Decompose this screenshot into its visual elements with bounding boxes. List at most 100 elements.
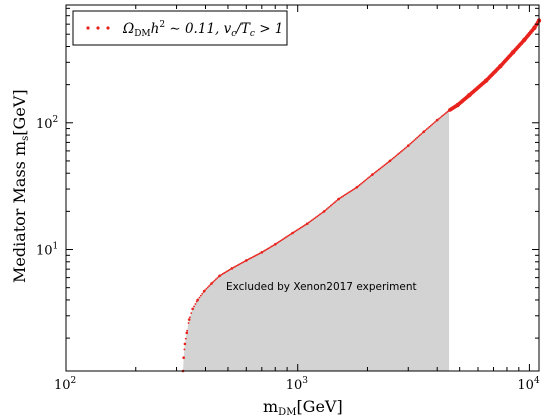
curve-dot	[417, 135, 420, 138]
curve-dot	[438, 117, 440, 120]
curve-dot	[343, 194, 346, 197]
curve-dot	[425, 128, 428, 131]
curve-dot	[279, 240, 282, 242]
curve-dot	[414, 138, 417, 140]
curve-dot	[206, 286, 209, 289]
curve-dot	[261, 251, 264, 253]
curve-dot	[347, 191, 350, 194]
curve-dot	[276, 241, 279, 244]
curve-dot	[398, 152, 401, 154]
curve-dot	[442, 114, 445, 117]
curve-dot	[262, 250, 265, 253]
curve-dot	[405, 146, 408, 149]
curve-dot	[227, 269, 230, 272]
curve-dot	[219, 274, 221, 277]
curve-dot	[183, 348, 186, 351]
curve-dot	[420, 133, 423, 135]
curve-dot	[375, 170, 377, 173]
legend-marker-dot	[96, 26, 100, 30]
curve-dot	[431, 123, 434, 126]
curve-dot	[215, 278, 217, 281]
curve-dot	[338, 197, 341, 200]
curve-dot	[416, 136, 419, 139]
curve-dot	[204, 289, 206, 292]
excluded-region	[183, 110, 450, 371]
curve-dot	[242, 261, 245, 263]
curve-dot	[379, 167, 382, 170]
data-points	[181, 18, 542, 373]
curve-dot	[440, 115, 443, 118]
curve-dot	[198, 296, 201, 299]
y-tick-label: 102	[36, 115, 58, 132]
curve-dot	[368, 176, 371, 179]
curve-dot	[186, 329, 189, 332]
legend-marker-dot	[86, 26, 90, 30]
curve-dot	[386, 162, 388, 165]
curve-dot	[388, 160, 391, 162]
curve-dot	[350, 189, 353, 192]
curve-dot	[294, 230, 297, 233]
curve-dot	[384, 163, 387, 166]
curve-dot	[395, 154, 398, 157]
curve-dot	[423, 130, 425, 133]
curve-dot	[439, 116, 442, 119]
excluded-region-label: Excluded by Xenon2017 experiment	[226, 281, 417, 293]
curve-dot	[346, 192, 349, 195]
curve-dot	[397, 153, 399, 156]
curve-dot	[365, 178, 368, 181]
curve-dot	[429, 124, 432, 127]
curve-dot	[309, 220, 312, 223]
curve-dot	[336, 198, 339, 201]
curve-dot	[313, 217, 316, 220]
curve-dot	[409, 142, 412, 145]
curve-dot	[217, 275, 220, 278]
curve-dot	[275, 242, 278, 245]
curve-dot	[427, 127, 430, 129]
curve-dot	[360, 182, 362, 185]
curve-dot	[221, 273, 224, 275]
curve-dot	[269, 246, 272, 248]
curve-dot	[271, 245, 273, 248]
curve-dot	[391, 157, 394, 160]
curve-dot	[253, 255, 256, 258]
curve-dot	[199, 294, 202, 297]
curve-dot	[191, 308, 194, 310]
curve-dot	[231, 267, 234, 270]
curve-dot	[432, 122, 435, 125]
curve-dot	[208, 285, 210, 287]
curve-dot	[236, 264, 239, 267]
curve-dot	[312, 218, 315, 221]
y-tick-label: 101	[36, 242, 58, 259]
curve-dot	[435, 119, 438, 122]
curve-dot	[371, 174, 373, 176]
curve-dot	[306, 222, 309, 225]
y-axis-label: Mediator Mass ms[GeV]	[10, 89, 31, 283]
curve-dot	[421, 131, 424, 134]
data-point-3	[185, 331, 189, 335]
axis-ticks: 102 103 104 101 102	[36, 5, 540, 393]
curve-dot	[436, 118, 439, 121]
curve-dot	[353, 188, 356, 190]
curve-dot	[264, 249, 267, 252]
curve-dot	[288, 233, 291, 236]
curve-dot	[354, 187, 357, 189]
curve-dot	[316, 215, 319, 218]
curve-dot	[250, 256, 253, 259]
curve-dot	[339, 196, 342, 199]
curve-dot	[325, 208, 328, 210]
curve-dot	[267, 247, 269, 250]
curve-dot	[193, 305, 195, 308]
curve-dot	[387, 161, 390, 164]
curve-dot	[273, 243, 276, 246]
legend-label: ΩDMh2 ∼ 0.11, vc/Tc > 1	[122, 20, 283, 39]
curve-dot	[382, 165, 384, 168]
legend-marker	[86, 26, 110, 30]
curve-dot	[376, 169, 379, 172]
curve-dot	[202, 291, 205, 293]
curve-dot	[330, 204, 332, 207]
curve-dot	[319, 213, 321, 216]
curve-dot	[299, 226, 302, 229]
curve-dot	[234, 265, 236, 268]
curve-dot	[320, 212, 323, 215]
curve-dot	[298, 227, 301, 230]
